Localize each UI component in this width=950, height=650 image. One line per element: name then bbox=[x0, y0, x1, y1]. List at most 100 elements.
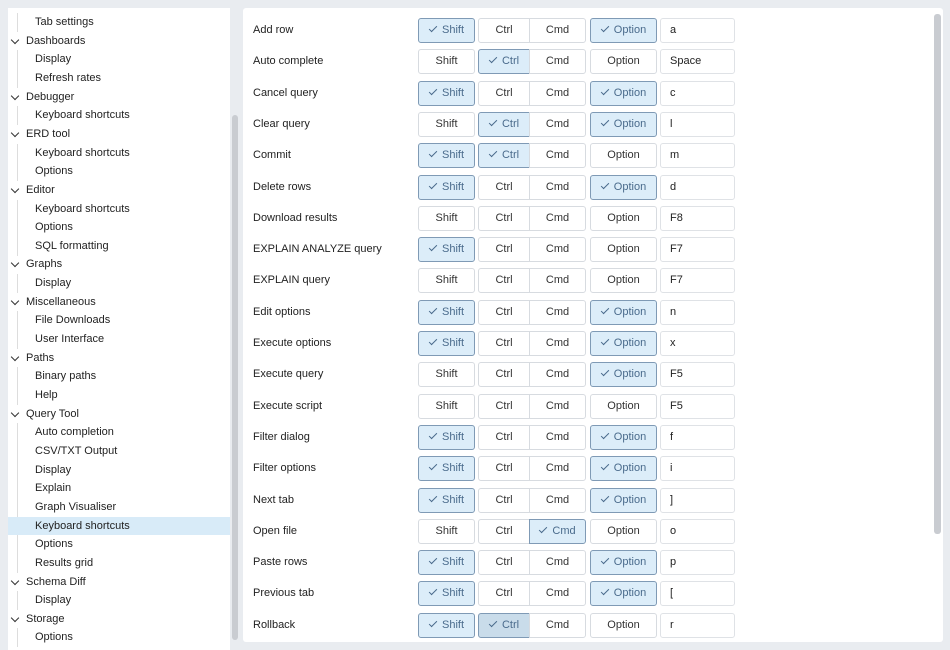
key-input[interactable]: m bbox=[660, 143, 735, 169]
tree-item[interactable]: Help bbox=[8, 386, 230, 404]
option-toggle[interactable]: Option bbox=[590, 362, 657, 388]
key-input[interactable]: F7 bbox=[660, 237, 735, 263]
option-toggle[interactable]: Option bbox=[590, 49, 657, 75]
ctrl-toggle[interactable]: Ctrl bbox=[478, 362, 530, 388]
option-toggle[interactable]: Option bbox=[590, 581, 657, 607]
cmd-toggle[interactable]: Cmd bbox=[529, 456, 586, 482]
option-toggle[interactable]: Option bbox=[590, 487, 657, 513]
key-input[interactable]: r bbox=[660, 612, 735, 638]
ctrl-toggle[interactable]: Ctrl bbox=[478, 393, 530, 419]
shift-toggle[interactable]: Shift bbox=[418, 205, 475, 231]
tree-item[interactable]: Display bbox=[8, 50, 230, 68]
shift-toggle[interactable]: Shift bbox=[418, 268, 475, 294]
key-input[interactable]: p bbox=[660, 550, 735, 576]
cmd-toggle[interactable]: Cmd bbox=[529, 80, 586, 106]
chevron-down-icon[interactable] bbox=[10, 35, 20, 44]
tree-group[interactable]: Debugger bbox=[8, 88, 230, 106]
cmd-toggle[interactable]: Cmd bbox=[529, 268, 586, 294]
cmd-toggle[interactable]: Cmd bbox=[529, 362, 586, 388]
ctrl-toggle[interactable]: Ctrl bbox=[478, 612, 530, 638]
ctrl-toggle[interactable]: Ctrl bbox=[478, 18, 530, 43]
option-toggle[interactable]: Option bbox=[590, 612, 657, 638]
tree-group[interactable]: Editor bbox=[8, 181, 230, 199]
shift-toggle[interactable]: Shift bbox=[418, 456, 475, 482]
ctrl-toggle[interactable]: Ctrl bbox=[478, 111, 530, 137]
tree-group[interactable]: Query Tool bbox=[8, 405, 230, 423]
cmd-toggle[interactable]: Cmd bbox=[529, 612, 586, 638]
tree-item[interactable]: Options bbox=[8, 535, 230, 553]
ctrl-toggle[interactable]: Ctrl bbox=[478, 143, 530, 169]
tree-group[interactable]: Schema Diff bbox=[8, 573, 230, 591]
shift-toggle[interactable]: Shift bbox=[418, 299, 475, 325]
key-input[interactable]: l bbox=[660, 111, 735, 137]
tree-item[interactable]: Keyboard shortcuts bbox=[8, 516, 230, 535]
chevron-down-icon[interactable] bbox=[10, 613, 20, 623]
tree-item[interactable]: Keyboard shortcuts bbox=[8, 106, 230, 124]
tree-group[interactable]: Dashboards bbox=[8, 32, 230, 50]
chevron-down-icon[interactable] bbox=[10, 259, 20, 268]
key-input[interactable]: F8 bbox=[660, 205, 735, 231]
ctrl-toggle[interactable]: Ctrl bbox=[478, 518, 530, 544]
key-input[interactable]: Space bbox=[660, 49, 735, 75]
tree-item[interactable]: Keyboard shortcuts bbox=[8, 200, 230, 218]
cmd-toggle[interactable]: Cmd bbox=[529, 143, 586, 169]
ctrl-toggle[interactable]: Ctrl bbox=[478, 550, 530, 576]
option-toggle[interactable]: Option bbox=[590, 299, 657, 325]
shift-toggle[interactable]: Shift bbox=[418, 237, 475, 263]
shift-toggle[interactable]: Shift bbox=[418, 581, 475, 607]
tree-group[interactable]: Paths bbox=[8, 349, 230, 367]
shift-toggle[interactable]: Shift bbox=[418, 331, 475, 356]
option-toggle[interactable]: Option bbox=[590, 331, 657, 356]
tree-group[interactable]: Graphs bbox=[8, 255, 230, 273]
cmd-toggle[interactable]: Cmd bbox=[529, 518, 586, 544]
key-input[interactable]: [ bbox=[660, 581, 735, 607]
tree-item[interactable]: Graph Visualiser bbox=[8, 498, 230, 516]
cmd-toggle[interactable]: Cmd bbox=[529, 424, 586, 450]
chevron-down-icon[interactable] bbox=[10, 408, 20, 417]
key-input[interactable]: n bbox=[660, 299, 735, 325]
content-scrollbar[interactable] bbox=[934, 14, 941, 534]
shift-toggle[interactable]: Shift bbox=[418, 174, 475, 200]
tree-item[interactable]: SQL formatting bbox=[8, 237, 230, 255]
cmd-toggle[interactable]: Cmd bbox=[529, 487, 586, 513]
option-toggle[interactable]: Option bbox=[590, 268, 657, 294]
tree-item[interactable]: Options bbox=[8, 218, 230, 236]
shift-toggle[interactable]: Shift bbox=[418, 612, 475, 638]
chevron-down-icon[interactable] bbox=[10, 576, 20, 585]
shift-toggle[interactable]: Shift bbox=[418, 18, 475, 43]
key-input[interactable]: d bbox=[660, 174, 735, 200]
tree-item[interactable]: Display bbox=[8, 274, 230, 292]
option-toggle[interactable]: Option bbox=[590, 18, 657, 43]
tree-item[interactable]: Refresh rates bbox=[8, 69, 230, 87]
key-input[interactable]: F7 bbox=[660, 268, 735, 294]
cmd-toggle[interactable]: Cmd bbox=[529, 205, 586, 231]
cmd-toggle[interactable]: Cmd bbox=[529, 237, 586, 263]
cmd-toggle[interactable]: Cmd bbox=[529, 49, 586, 75]
tree-item[interactable]: Display bbox=[8, 461, 230, 479]
shift-toggle[interactable]: Shift bbox=[418, 487, 475, 513]
option-toggle[interactable]: Option bbox=[590, 550, 657, 576]
option-toggle[interactable]: Option bbox=[590, 518, 657, 544]
tree-item[interactable]: Options bbox=[8, 628, 230, 646]
chevron-down-icon[interactable] bbox=[10, 128, 20, 138]
cmd-toggle[interactable]: Cmd bbox=[529, 581, 586, 607]
shift-toggle[interactable]: Shift bbox=[418, 550, 475, 576]
option-toggle[interactable]: Option bbox=[590, 237, 657, 263]
key-input[interactable]: x bbox=[660, 331, 735, 356]
cmd-toggle[interactable]: Cmd bbox=[529, 111, 586, 137]
ctrl-toggle[interactable]: Ctrl bbox=[478, 331, 530, 356]
key-input[interactable]: o bbox=[660, 518, 735, 544]
shift-toggle[interactable]: Shift bbox=[418, 49, 475, 75]
option-toggle[interactable]: Option bbox=[590, 424, 657, 450]
shift-toggle[interactable]: Shift bbox=[418, 393, 475, 419]
ctrl-toggle[interactable]: Ctrl bbox=[478, 80, 530, 106]
chevron-down-icon[interactable] bbox=[10, 91, 20, 100]
key-input[interactable]: i bbox=[660, 456, 735, 482]
ctrl-toggle[interactable]: Ctrl bbox=[478, 268, 530, 294]
shift-toggle[interactable]: Shift bbox=[418, 143, 475, 169]
shift-toggle[interactable]: Shift bbox=[418, 518, 475, 544]
tree-item[interactable]: Tab settings bbox=[8, 13, 230, 31]
ctrl-toggle[interactable]: Ctrl bbox=[478, 237, 530, 263]
ctrl-toggle[interactable]: Ctrl bbox=[478, 581, 530, 607]
cmd-toggle[interactable]: Cmd bbox=[529, 393, 586, 419]
